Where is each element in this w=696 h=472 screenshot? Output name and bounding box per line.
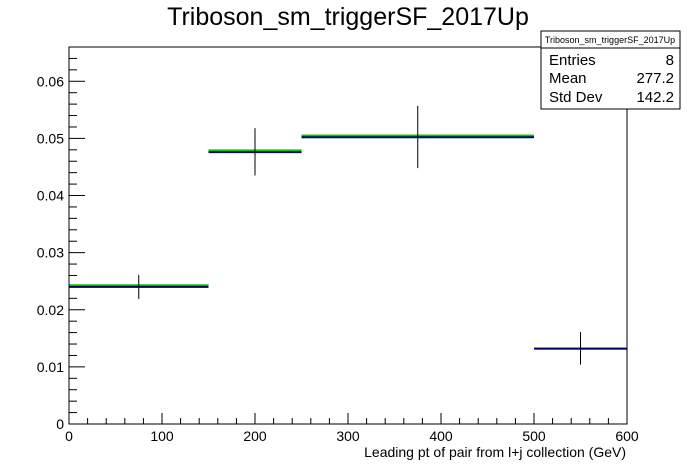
stats-entries-label: Entries (549, 52, 596, 69)
x-tick-label: 500 (522, 428, 546, 444)
y-tick-label: 0.05 (37, 130, 64, 146)
stats-mean-label: Mean (549, 70, 587, 87)
y-tick-label: 0.02 (37, 302, 64, 318)
histogram-bins (69, 105, 627, 365)
x-tick-labels: 0 100 200 300 400 500 600 (65, 428, 639, 444)
x-axis-label: Leading pt of pair from l+j collection (… (364, 444, 626, 460)
stats-mean-value: 277.2 (636, 70, 674, 87)
stats-stddev-label: Std Dev (549, 89, 603, 106)
stats-box: Triboson_sm_triggerSF_2017Up Entries 8 M… (540, 30, 681, 110)
y-tick-label: 0 (56, 416, 64, 432)
x-tick-label: 400 (429, 428, 453, 444)
stats-stddev-value: 142.2 (636, 89, 674, 106)
stats-entries-value: 8 (666, 52, 674, 69)
y-tick-label: 0.03 (37, 245, 64, 261)
y-tick-labels: 0 0.01 0.02 0.03 0.04 0.05 0.06 (37, 73, 64, 432)
x-tick-label: 200 (243, 428, 267, 444)
plot-frame (68, 46, 628, 425)
chart-title: Triboson_sm_triggerSF_2017Up (167, 3, 529, 31)
x-tick-label: 0 (65, 428, 73, 444)
axis-ticks (68, 46, 628, 425)
y-tick-label: 0.06 (37, 73, 64, 89)
x-tick-label: 600 (615, 428, 639, 444)
stats-title: Triboson_sm_triggerSF_2017Up (545, 35, 675, 45)
y-tick-label: 0.01 (37, 359, 64, 375)
x-tick-label: 100 (150, 428, 174, 444)
x-tick-label: 300 (336, 428, 360, 444)
y-tick-label: 0.04 (37, 188, 64, 204)
